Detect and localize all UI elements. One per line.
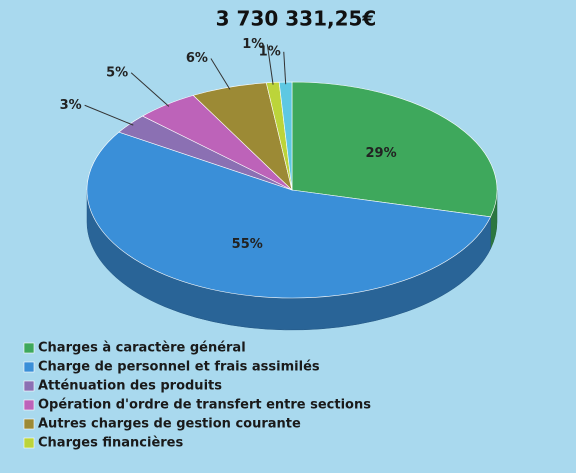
leader-line xyxy=(84,104,134,126)
slice-label: 1% xyxy=(242,37,264,52)
leader-line xyxy=(283,51,287,85)
pie-slice xyxy=(291,81,498,218)
leader-line xyxy=(266,44,274,85)
pie-slice xyxy=(86,131,492,299)
legend-swatch xyxy=(23,342,35,354)
leader-line xyxy=(210,58,231,90)
slice-label: 55% xyxy=(232,237,263,252)
legend-swatch xyxy=(23,399,35,411)
legend-swatch xyxy=(23,380,35,392)
legend-label: Opération d'ordre de transfert entre sec… xyxy=(38,398,371,413)
legend-label: Charge de personnel et frais assimilés xyxy=(38,360,320,375)
chart-subtitle: 3 730 331,25€ xyxy=(216,7,377,31)
legend-swatch xyxy=(23,437,35,449)
legend-label: Charges financières xyxy=(38,436,183,451)
slice-label: 1% xyxy=(259,44,281,59)
leader-line xyxy=(130,72,170,107)
legend-swatch xyxy=(23,418,35,430)
legend-label: Autres charges de gestion courante xyxy=(38,417,301,432)
slice-label: 3% xyxy=(60,98,82,113)
legend-label: Atténuation des produits xyxy=(38,379,222,394)
slice-label: 6% xyxy=(186,51,208,66)
slice-label: 5% xyxy=(106,65,128,80)
legend-label: Charges à caractère général xyxy=(38,341,246,356)
slice-label: 29% xyxy=(366,146,397,161)
legend-swatch xyxy=(23,361,35,373)
